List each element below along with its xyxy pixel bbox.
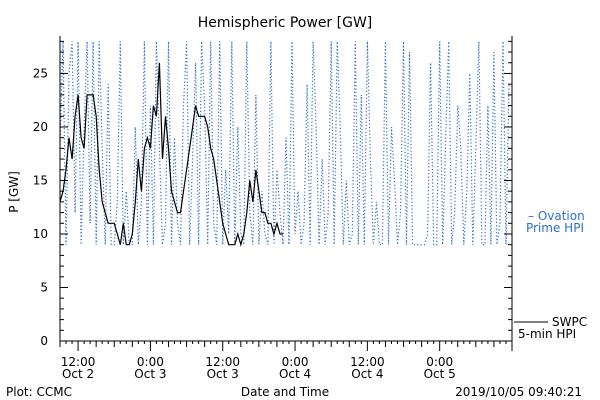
- x-tick-date: Oct 4: [351, 367, 383, 381]
- plot-timestamp: 2019/10/05 09:40:21: [455, 385, 582, 399]
- chart-title: Hemispheric Power [GW]: [198, 15, 373, 31]
- y-tick-label: 0: [40, 334, 48, 348]
- x-tick-date: Oct 2: [62, 367, 94, 381]
- x-tick-date: Oct 4: [279, 367, 311, 381]
- plot-credit: Plot: CCMC: [6, 385, 72, 399]
- y-tick-label: 10: [33, 227, 48, 241]
- x-tick-time: 12:00: [350, 355, 385, 369]
- y-tick-label: 5: [40, 280, 48, 294]
- legend-swpc: SWPC 5-min HPI: [514, 315, 587, 341]
- legend-ovation-line1: – Ovation: [528, 209, 585, 223]
- x-tick-date: Oct 5: [424, 367, 456, 381]
- y-tick-label: 15: [33, 173, 48, 187]
- x-tick-time: 0:00: [137, 355, 164, 369]
- legend-swpc-line2: 5-min HPI: [518, 327, 576, 341]
- x-tick-time: 0:00: [426, 355, 453, 369]
- y-tick-label: 25: [33, 66, 48, 80]
- x-tick-time: 12:00: [205, 355, 240, 369]
- x-axis-label: Date and Time: [241, 385, 329, 399]
- series-line: [59, 62, 283, 247]
- legend-ovation-line2: Prime HPI: [526, 221, 584, 235]
- legend-swpc-line1: SWPC: [552, 315, 587, 329]
- plot-frame: [59, 36, 513, 342]
- y-tick-label: 20: [33, 120, 48, 134]
- y-axis: 0 5 10 15 20 25: [33, 40, 512, 348]
- x-tick-date: Oct 3: [134, 367, 166, 381]
- series-line: [59, 41, 510, 246]
- swpc-series: [59, 62, 283, 247]
- ovation-series: [59, 41, 510, 246]
- x-tick-time: 12:00: [61, 355, 96, 369]
- x-tick-time: 0:00: [282, 355, 309, 369]
- x-tick-date: Oct 3: [207, 367, 239, 381]
- legend-ovation: – Ovation Prime HPI: [526, 209, 585, 235]
- y-axis-label: P [GW]: [7, 171, 21, 213]
